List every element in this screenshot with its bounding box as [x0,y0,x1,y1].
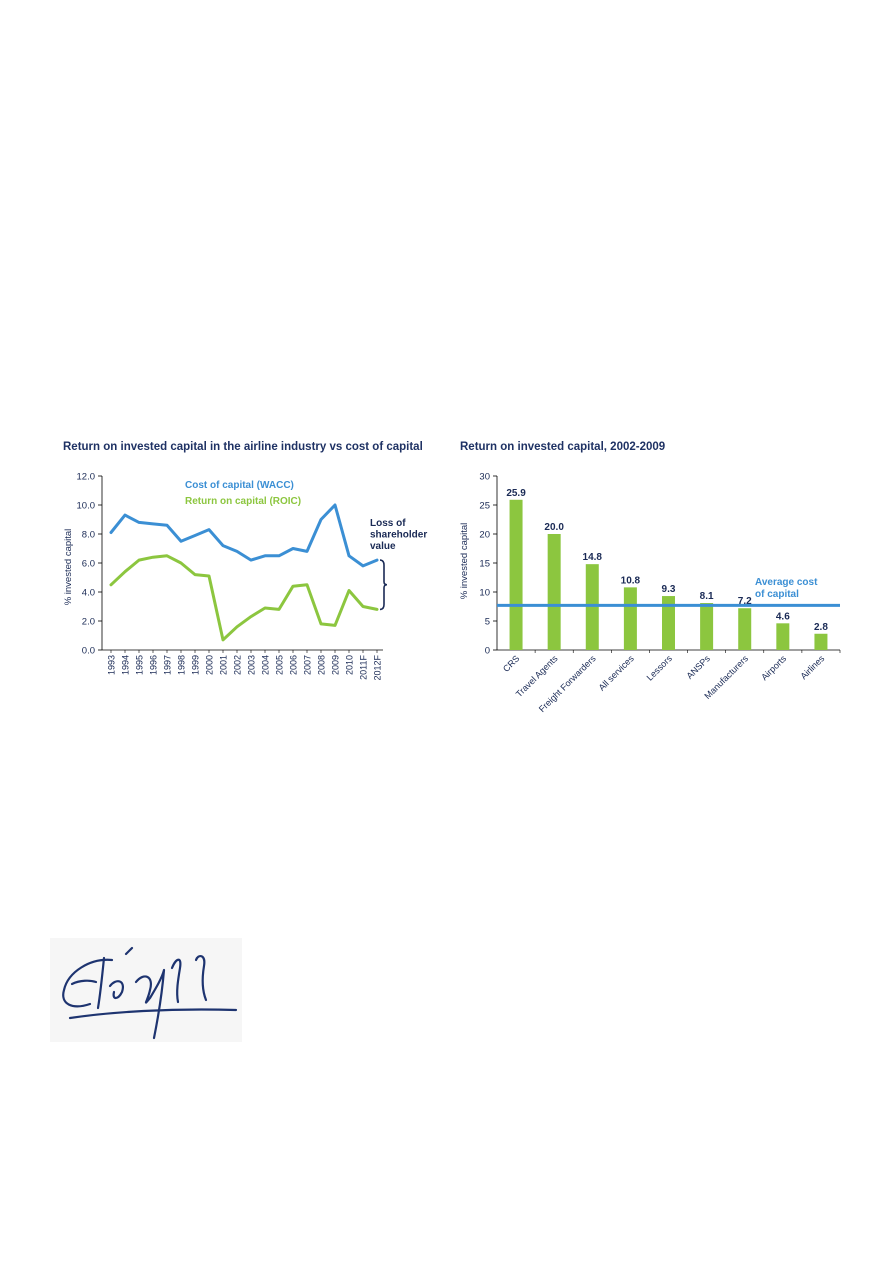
y-tick-label: 4.0 [82,588,95,599]
bar-freight-forwarders [585,564,599,650]
bar-all-services [623,587,637,650]
x-category-label: ANSPs [684,653,712,681]
x-tick-label: 2001 [219,655,229,675]
reference-line-label: Average cost [755,577,818,588]
y-tick-label: 6.0 [82,559,95,570]
bar-airlines [814,633,828,650]
handwritten-signature [62,946,238,1040]
y-tick-label: 10 [479,588,490,599]
x-tick-label: 2004 [261,655,271,675]
signature-image [50,938,242,1042]
bar-value-label: 2.8 [814,622,828,633]
y-tick-label: 30 [479,472,490,483]
bar-chart-title: Return on invested capital, 2002-2009 [460,441,666,453]
x-tick-label: 2003 [247,655,257,675]
x-tick-label: 1993 [107,655,117,675]
y-tick-label: 15 [479,559,490,570]
y-tick-label: 25 [479,501,490,512]
x-tick-label: 1994 [121,655,131,675]
y-tick-label: 2.0 [82,617,95,628]
bar-airports [776,623,790,650]
x-category-label: All services [597,653,637,693]
bar-value-label: 8.1 [700,591,714,602]
y-tick-label: 5 [485,617,490,628]
x-tick-label: 2009 [331,655,341,675]
x-tick-label: 2000 [205,655,215,675]
x-category-label: Lessors [645,653,675,683]
series-line-wacc [109,503,379,568]
x-tick-label: 2007 [303,655,313,675]
legend-label-roic: Return on capital (ROIC) [185,496,301,507]
y-tick-label: 12.0 [77,472,96,483]
bar-ansps [700,603,714,650]
annotation-text: value [370,541,396,552]
x-tick-label: 2002 [233,655,243,675]
x-tick-label: 1996 [149,655,159,675]
annotation-text: Loss of [370,518,406,529]
bar-crs [509,499,523,650]
x-category-label: Airlines [798,653,826,681]
bar-value-label: 25.9 [506,488,526,499]
y-tick-label: 0 [485,646,490,657]
bar-value-label: 20.0 [544,522,564,533]
y-tick-label: 8.0 [82,530,95,541]
x-tick-label: 2010 [345,655,355,675]
bar-manufacturers [738,608,752,650]
series-line-roic [109,554,379,642]
y-axis-label: % invested capital [459,523,470,600]
bar-value-label: 7.2 [738,596,752,607]
x-tick-label: 1998 [177,655,187,675]
legend-label-wacc: Cost of capital (WACC) [185,480,294,491]
x-tick-label: 2008 [317,655,327,675]
x-category-label: Airports [759,653,788,682]
bar-value-label: 14.8 [583,552,603,563]
annotation-text: shareholder [370,530,427,541]
bar-value-label: 10.8 [621,575,641,586]
loss-bracket [379,559,388,611]
bar-lessors [662,596,675,650]
x-tick-label: 1997 [163,655,173,675]
y-tick-label: 0.0 [82,646,95,657]
x-tick-label: 2006 [289,655,299,675]
x-tick-label: 1999 [191,655,201,675]
y-axis-label: % invested capital [63,529,74,606]
y-tick-label: 20 [479,530,490,541]
line-chart-title: Return on invested capital in the airlin… [63,441,423,453]
reference-line-label: of capital [755,589,799,600]
x-category-label: CRS [501,653,522,674]
x-tick-label: 2011F [359,655,369,680]
y-tick-label: 10.0 [77,501,96,512]
bar-value-label: 9.3 [662,584,676,595]
x-tick-label: 2005 [275,655,285,675]
bar-travel-agents [547,534,561,650]
bar-value-label: 4.6 [776,611,790,622]
x-tick-label: 2012F [373,655,383,681]
x-tick-label: 1995 [135,655,145,675]
